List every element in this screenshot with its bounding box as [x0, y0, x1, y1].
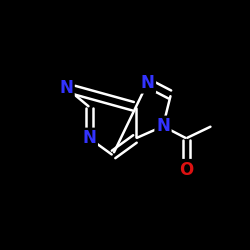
Text: O: O [179, 160, 194, 178]
Text: N: N [59, 79, 73, 97]
Text: N: N [156, 117, 170, 135]
Text: N: N [82, 129, 96, 147]
Text: N: N [140, 74, 154, 92]
